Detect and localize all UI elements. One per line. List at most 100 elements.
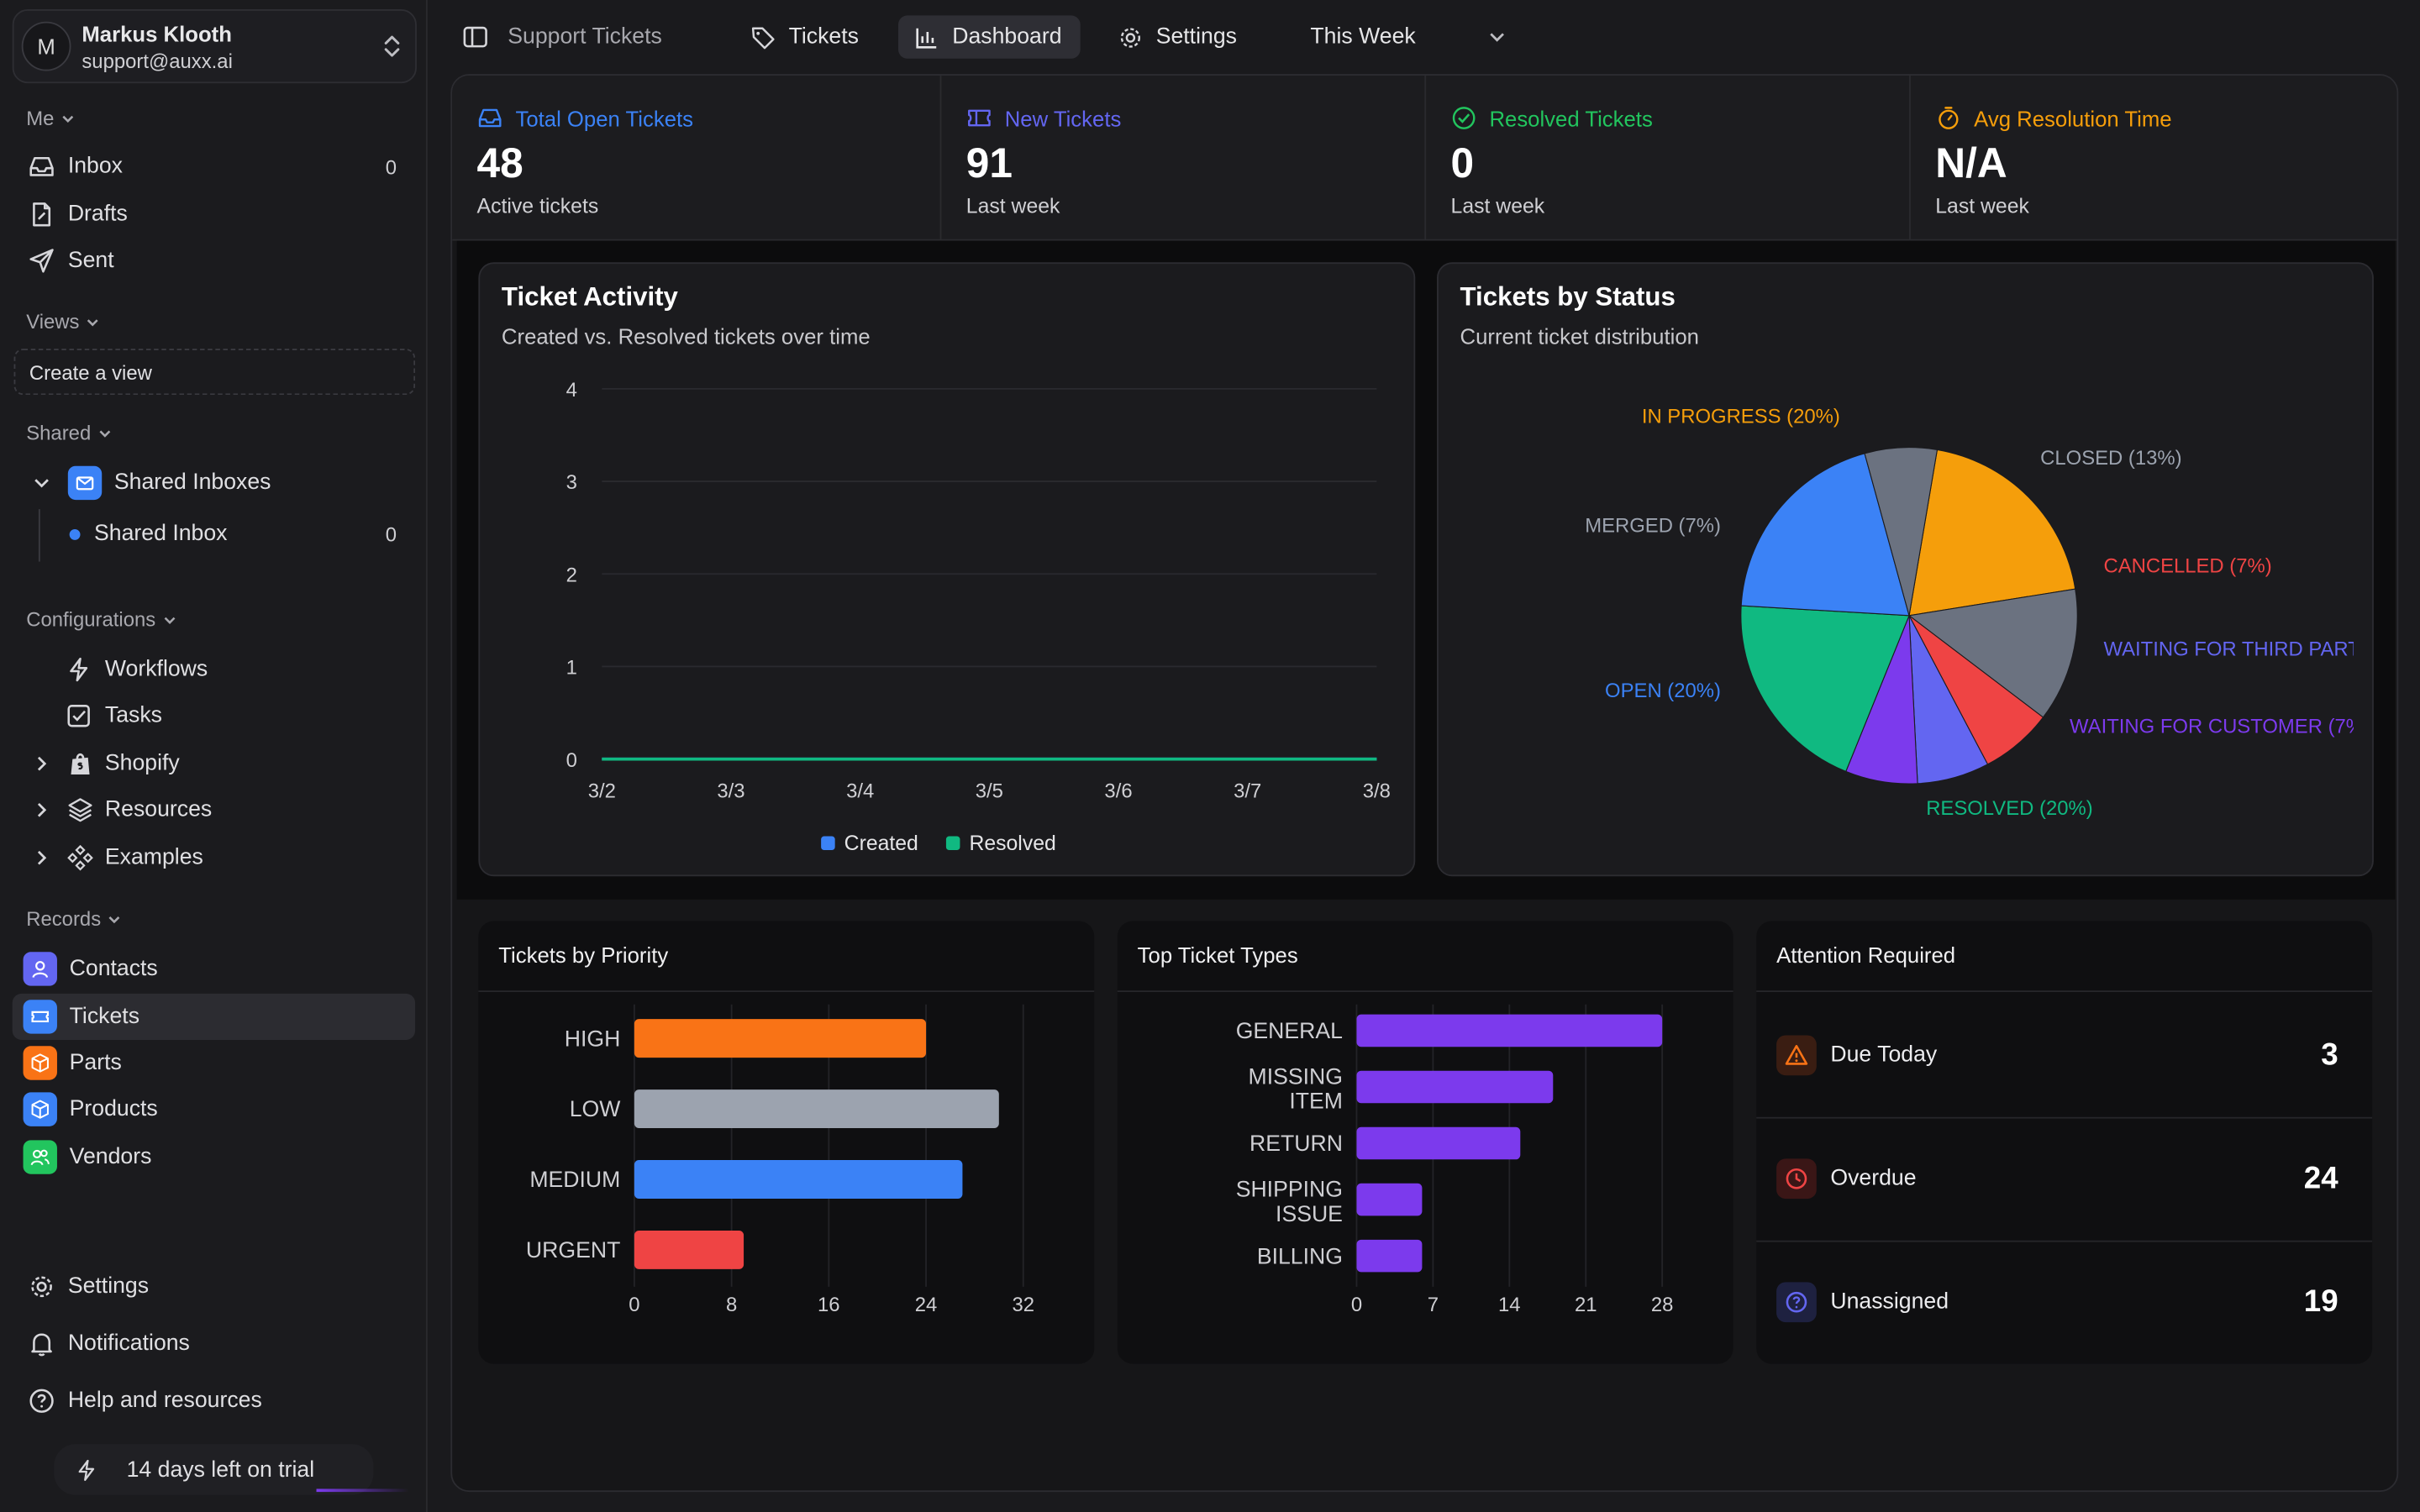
date-range-select[interactable]: This Week bbox=[1295, 15, 1523, 58]
tickets-by-status-chart: IN PROGRESS (20%) CLOSED (13%) CANCELLED (… bbox=[1585, 405, 2354, 820]
attention-unassigned[interactable]: Unassigned 19 bbox=[1756, 1241, 2372, 1364]
stat-value: N/A bbox=[1935, 140, 2007, 187]
chevron-right-icon[interactable] bbox=[31, 753, 53, 774]
sidebar-toggle-icon[interactable] bbox=[461, 24, 489, 51]
divider bbox=[1117, 990, 1733, 993]
avatar: M bbox=[21, 21, 71, 71]
chevron-down-icon bbox=[109, 916, 121, 923]
sidebar-item-shared-inbox[interactable]: Shared Inbox 0 bbox=[46, 511, 415, 557]
sidebar-item-tickets[interactable]: Tickets bbox=[12, 993, 416, 1040]
breadcrumb[interactable]: Support Tickets bbox=[446, 15, 681, 58]
layers-icon bbox=[65, 795, 96, 826]
stat-card-resolved[interactable]: Resolved Tickets 0 Last week bbox=[1426, 75, 1911, 241]
sidebar-item-drafts[interactable]: Drafts bbox=[13, 192, 415, 238]
stat-card-resolution-time[interactable]: Avg Resolution Time N/A Last week bbox=[1911, 76, 2397, 241]
pie-slice-label: IN PROGRESS (20%) bbox=[1642, 405, 1840, 428]
x-tick-label: 0 bbox=[1351, 1294, 1362, 1316]
bar bbox=[634, 1230, 744, 1269]
card-title: Ticket Activity bbox=[501, 282, 678, 312]
sidebar-item-notifications[interactable]: Notifications bbox=[13, 1320, 415, 1367]
pie-slice-label: WAITING FOR CUSTOMER (7% bbox=[2070, 715, 2354, 738]
stats-row: Total Open Tickets 48 Active tickets New… bbox=[452, 75, 2397, 241]
sidebar-item-label: Shared Inbox bbox=[94, 521, 228, 547]
section-views[interactable]: Views bbox=[26, 310, 103, 333]
pie-slice-label: MERGED (7%) bbox=[1585, 515, 1721, 538]
sidebar-item-inbox[interactable]: Inbox 0 bbox=[13, 144, 415, 190]
chevron-down-icon[interactable] bbox=[31, 472, 53, 494]
tab-dashboard[interactable]: Dashboard bbox=[897, 15, 1081, 59]
bar bbox=[634, 1019, 927, 1058]
sidebar-item-label: Shared Inboxes bbox=[113, 470, 271, 496]
section-me-label: Me bbox=[26, 106, 55, 130]
sidebar-item-settings[interactable]: Settings bbox=[13, 1263, 415, 1310]
sidebar-item-label: Parts bbox=[69, 1050, 122, 1076]
stat-card-open[interactable]: Total Open Tickets 48 Active tickets bbox=[452, 75, 942, 241]
sidebar-item-label: Sent bbox=[67, 248, 114, 274]
create-view-button[interactable]: Create a view bbox=[13, 349, 416, 396]
page-title: Support Tickets bbox=[508, 24, 662, 50]
sidebar-item-label: Notifications bbox=[67, 1331, 190, 1357]
attention-due-today[interactable]: Due Today 3 bbox=[1756, 994, 2372, 1117]
account-switcher[interactable]: M Markus Klooth support@auxx.ai bbox=[12, 9, 417, 84]
trial-progress bbox=[316, 1488, 409, 1493]
chevron-right-icon[interactable] bbox=[31, 847, 53, 869]
pie-slice bbox=[1907, 588, 2078, 718]
y-tick-label: 2 bbox=[566, 564, 577, 586]
y-tick-label: ITEM bbox=[1289, 1089, 1343, 1114]
sidebar-item-resources[interactable]: Resources bbox=[13, 787, 415, 833]
stat-card-new[interactable]: New Tickets 91 Last week bbox=[941, 75, 1427, 241]
lightning-icon bbox=[63, 654, 94, 685]
drafts-icon bbox=[26, 199, 57, 230]
divider bbox=[1756, 1240, 2373, 1242]
sidebar-item-parts[interactable]: Parts bbox=[13, 1040, 415, 1086]
user-name: Markus Klooth bbox=[82, 21, 232, 47]
x-tick-label: 21 bbox=[1575, 1294, 1597, 1316]
section-records[interactable]: Records bbox=[26, 907, 124, 931]
sidebar-item-examples[interactable]: Examples bbox=[13, 835, 415, 881]
tab-tickets[interactable]: Tickets bbox=[734, 15, 877, 58]
sidebar-item-help[interactable]: Help and resources bbox=[13, 1378, 415, 1424]
inbox-icon bbox=[478, 108, 502, 128]
ticket-activity-card: Ticket Activity Created vs. Resolved tic… bbox=[478, 262, 1416, 877]
sidebar-item-label: Shopify bbox=[104, 751, 180, 776]
sidebar-item-label: Resources bbox=[104, 797, 213, 822]
sidebar-item-workflows[interactable]: Workflows bbox=[13, 647, 415, 693]
sidebar-item-contacts[interactable]: Contacts bbox=[13, 946, 415, 992]
package-icon bbox=[23, 1092, 57, 1126]
attention-overdue[interactable]: Overdue 24 bbox=[1756, 1117, 2372, 1241]
x-tick-label: 3/2 bbox=[588, 780, 616, 803]
dot-icon bbox=[69, 528, 81, 539]
tab-label: Settings bbox=[1155, 24, 1237, 50]
section-configurations[interactable]: Configurations bbox=[26, 608, 179, 631]
sidebar-item-tasks[interactable]: Tasks bbox=[13, 693, 415, 739]
stat-sub: Last week bbox=[1935, 194, 2029, 218]
attention-value: 24 bbox=[2303, 1161, 2338, 1195]
pie-slice-label: RESOLVED (20%) bbox=[1926, 797, 2092, 820]
sidebar-item-shopify[interactable]: Shopify bbox=[13, 741, 415, 787]
y-tick-label: RETURN bbox=[1249, 1131, 1343, 1156]
legend-label: Created bbox=[844, 832, 918, 855]
check-circle-icon bbox=[1452, 107, 1476, 129]
x-tick-label: 14 bbox=[1498, 1294, 1521, 1316]
x-tick-label: 24 bbox=[915, 1294, 938, 1316]
sidebar-item-products[interactable]: Products bbox=[13, 1086, 415, 1132]
y-tick-label: 1 bbox=[566, 657, 577, 680]
chevron-right-icon[interactable] bbox=[31, 799, 53, 821]
tickets-by-priority-chart: 0 8 16 24 32 HIGH LOW MEDIUM URGENT bbox=[526, 1004, 1034, 1316]
sidebar-item-sent[interactable]: Sent bbox=[13, 238, 415, 284]
stat-title: Total Open Tickets bbox=[515, 105, 694, 131]
sidebar-item-vendors[interactable]: Vendors bbox=[13, 1134, 415, 1180]
tab-settings[interactable]: Settings bbox=[1102, 15, 1255, 58]
pie-slice-label: CANCELLED (7%) bbox=[2103, 554, 2271, 577]
sidebar-item-shared-inboxes[interactable]: Shared Inboxes bbox=[13, 459, 415, 506]
attention-label: Overdue bbox=[1830, 1166, 1917, 1191]
bar bbox=[1356, 1239, 1423, 1273]
sidebar-item-label: Drafts bbox=[67, 202, 128, 227]
trial-banner[interactable]: 14 days left on trial bbox=[54, 1444, 409, 1495]
x-tick-label: 7 bbox=[1428, 1294, 1439, 1316]
stat-title: Resolved Tickets bbox=[1489, 105, 1653, 131]
components-icon bbox=[65, 843, 96, 874]
section-shared[interactable]: Shared bbox=[26, 421, 114, 444]
chevron-down-icon bbox=[87, 318, 99, 326]
section-me[interactable]: Me bbox=[26, 106, 77, 130]
